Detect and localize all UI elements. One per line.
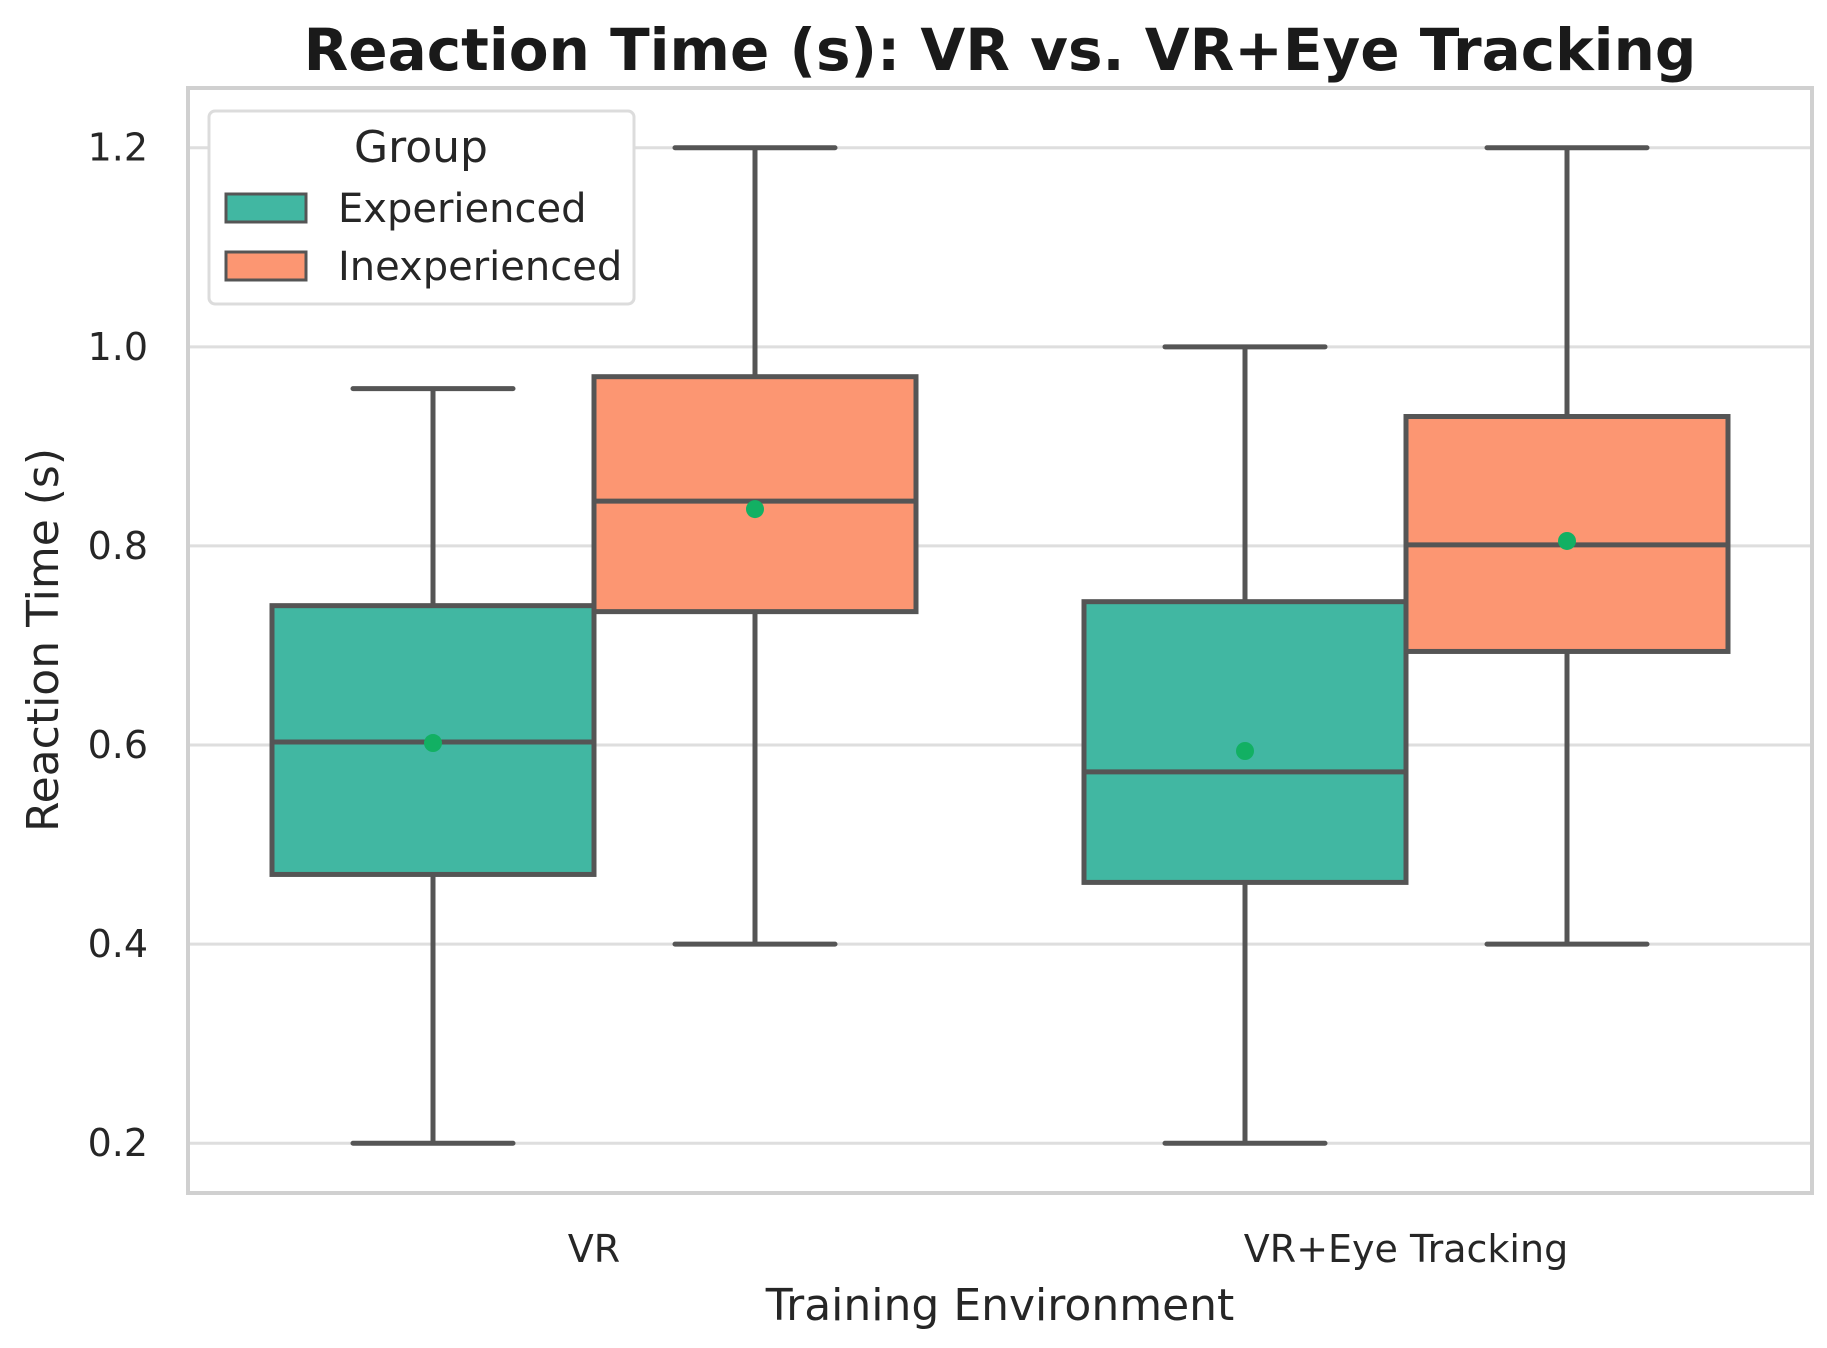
x-tick-labels: VR VR+Eye Tracking [568,1227,1568,1271]
y-tick-label: 0.6 [88,723,148,767]
legend-frame [207,109,636,306]
mean-marker [424,734,442,753]
box-group [1403,145,1731,947]
legend-label-inexperienced: Inexperienced [338,244,622,290]
x-tick-label: VR [568,1227,620,1271]
x-tick-label: VR+Eye Tracking [1244,1227,1568,1271]
y-tick-labels: 0.2 0.4 0.6 0.8 1.0 1.2 [88,126,148,1165]
plot-frame [186,86,1814,1195]
box-group [269,386,597,1146]
y-axis-label: Reaction Time (s) [18,448,69,832]
box-group [1081,344,1409,1146]
legend-label-experienced: Experienced [338,186,586,232]
box-iqr [591,374,919,615]
y-tick-label: 1.2 [88,126,148,170]
y-tick-label: 0.4 [88,922,148,966]
legend: Group Experienced Inexperienced [207,109,636,306]
y-tick-label: 0.8 [88,524,148,568]
boxes-layer [269,145,1731,1146]
mean-marker [1558,531,1576,550]
legend-swatch-inexperienced [224,250,308,282]
y-tick-label: 0.2 [88,1121,148,1165]
chart-title: Reaction Time (s): VR vs. VR+Eye Trackin… [304,16,1697,84]
legend-title: Group [354,122,488,173]
legend-swatch-experienced [224,192,308,224]
box-group [591,145,919,947]
mean-marker [1236,742,1254,760]
mean-marker [746,500,764,519]
x-axis-label: Training Environment [765,1280,1235,1331]
y-tick-label: 1.0 [88,325,148,369]
